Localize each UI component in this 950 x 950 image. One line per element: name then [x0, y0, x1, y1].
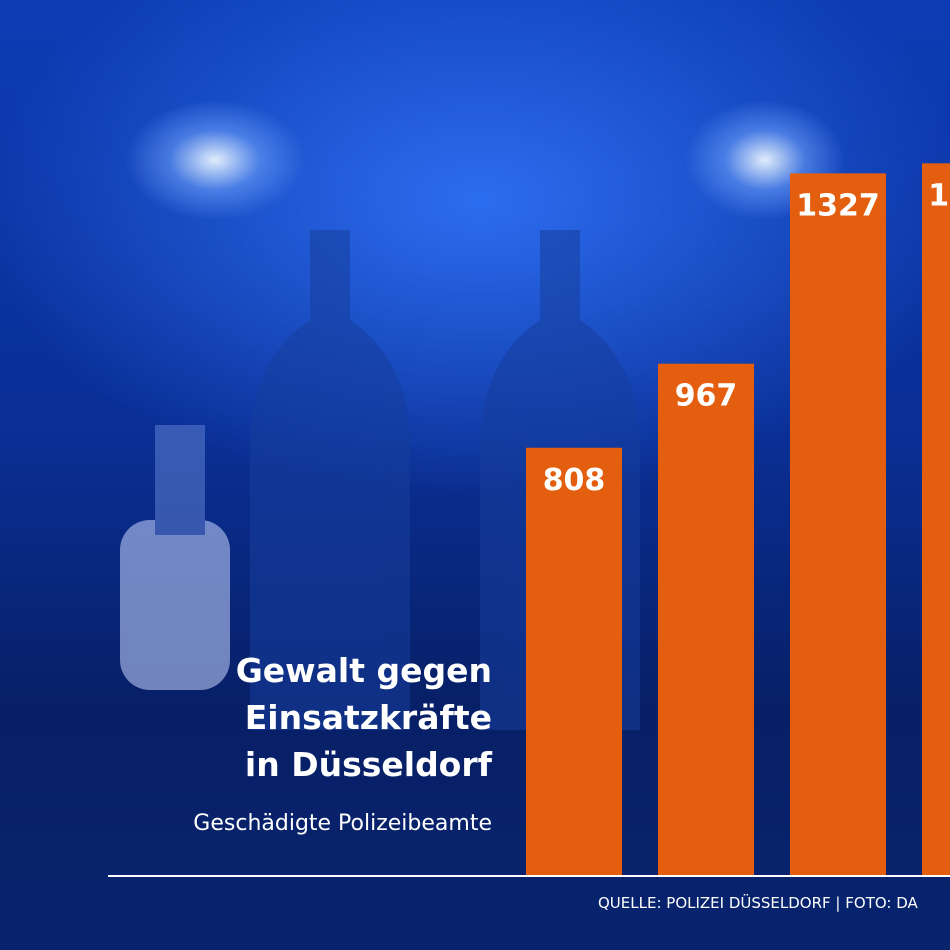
bar: [790, 173, 886, 875]
bar: [922, 163, 950, 876]
value-label: 1327: [796, 188, 880, 223]
title-line: in Düsseldorf: [245, 745, 493, 784]
value-label: 967: [675, 379, 738, 414]
bar: [658, 363, 754, 875]
source: QUELLE: POLIZEI DÜSSELDORF | FOTO: DA: [598, 893, 919, 912]
title-line: Einsatzkräfte: [245, 698, 492, 737]
bar: [526, 447, 622, 875]
value-label: 808: [543, 463, 606, 498]
title-line: Gewalt gegen: [236, 651, 492, 690]
value-label: 1346: [928, 178, 950, 213]
subtitle: Geschädigte Polizeibeamte: [193, 811, 492, 836]
